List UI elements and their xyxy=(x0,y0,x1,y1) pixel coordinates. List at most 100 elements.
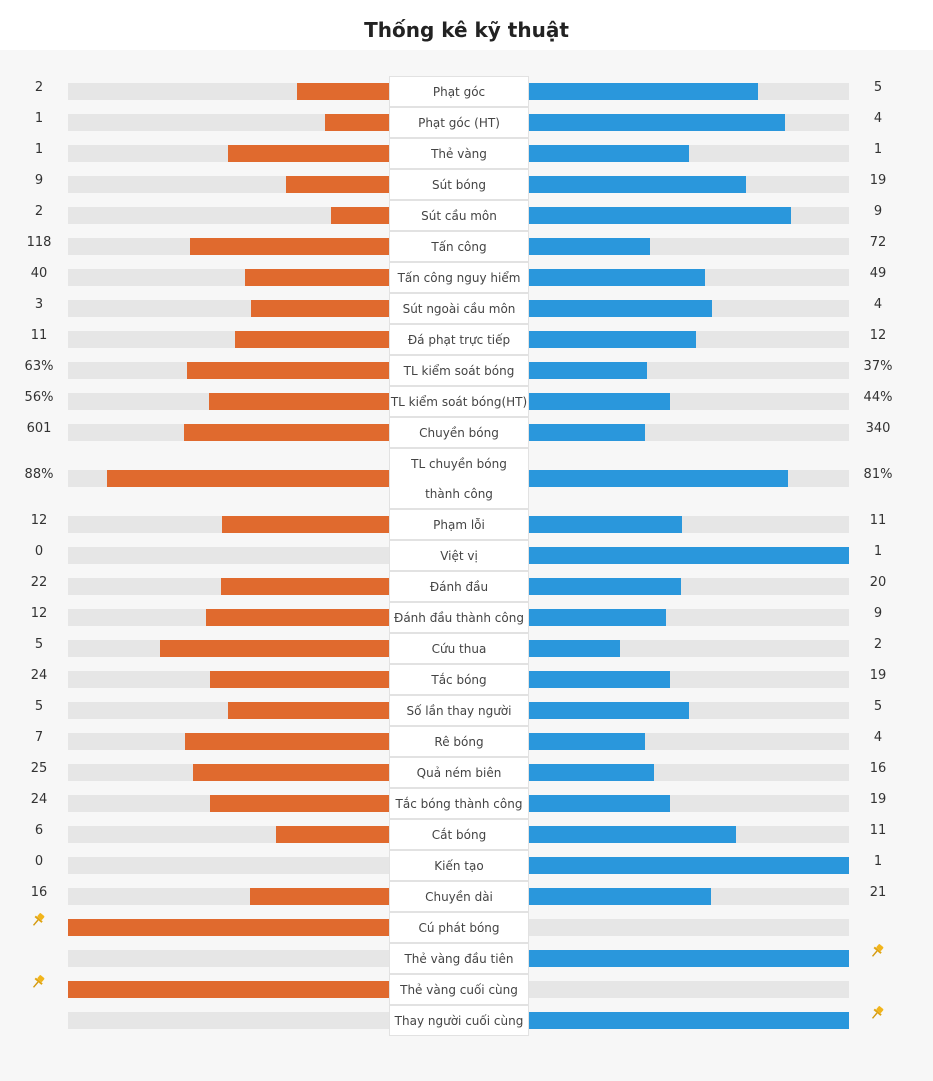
value-away: 9 xyxy=(873,204,883,219)
value-home: 40 xyxy=(30,266,48,281)
stat-label: Việt vị xyxy=(389,540,529,571)
value-home: 24 xyxy=(30,792,48,807)
value-away: 5 xyxy=(873,699,883,714)
pin-icon xyxy=(869,1005,887,1023)
stat-label: Cắt bóng xyxy=(389,819,529,850)
stat-label: Kiến tạo xyxy=(389,850,529,881)
bar-away xyxy=(529,362,647,379)
track-away xyxy=(529,919,849,936)
value-away: 4 xyxy=(873,111,883,126)
stat-label: Chuyền bóng xyxy=(389,417,529,448)
value-home: 3 xyxy=(34,297,44,312)
bar-away xyxy=(529,424,645,441)
value-home: 12 xyxy=(30,513,48,528)
bar-away xyxy=(529,888,711,905)
value-home: 5 xyxy=(34,637,44,652)
stat-label: Số lần thay người xyxy=(389,695,529,726)
value-home: 1 xyxy=(34,111,44,126)
value-home: 6 xyxy=(34,823,44,838)
bar-away xyxy=(529,331,696,348)
value-home: 9 xyxy=(34,173,44,188)
bar-home xyxy=(250,888,389,905)
bar-home xyxy=(184,424,389,441)
value-home: 5 xyxy=(34,699,44,714)
bar-away xyxy=(529,269,705,286)
bar-home xyxy=(210,671,389,688)
value-home: 63% xyxy=(24,359,54,374)
bar-away xyxy=(529,764,654,781)
value-home: 12 xyxy=(30,606,48,621)
pin-icon xyxy=(30,974,48,992)
stat-label: Đá phạt trực tiếp xyxy=(389,324,529,355)
page-title: Thống kê kỹ thuật xyxy=(364,18,569,42)
bar-home xyxy=(193,764,389,781)
bar-away xyxy=(529,671,670,688)
bar-away xyxy=(529,393,670,410)
stat-label: Cứu thua xyxy=(389,633,529,664)
value-home: 2 xyxy=(34,204,44,219)
bar-home xyxy=(210,795,389,812)
value-away: 12 xyxy=(869,328,887,343)
stat-label: Cú phát bóng xyxy=(389,912,529,943)
value-away: 49 xyxy=(869,266,887,281)
track-home xyxy=(68,207,389,224)
bar-away xyxy=(529,470,788,487)
value-away: 19 xyxy=(869,792,887,807)
value-away: 1 xyxy=(873,544,883,559)
stat-label: Chuyền dài xyxy=(389,881,529,912)
pin-icon xyxy=(869,943,887,961)
bar-home xyxy=(185,733,389,750)
stat-label: Thay người cuối cùng xyxy=(389,1005,529,1036)
value-away: 1 xyxy=(873,142,883,157)
bar-home xyxy=(245,269,389,286)
bar-away xyxy=(529,609,666,626)
bar-away xyxy=(529,207,791,224)
stat-label: TL kiểm soát bóng xyxy=(389,355,529,386)
value-home: 16 xyxy=(30,885,48,900)
bar-home xyxy=(68,919,389,936)
bar-away xyxy=(529,1012,849,1029)
stat-label: Tắc bóng xyxy=(389,664,529,695)
value-away: 19 xyxy=(869,668,887,683)
stat-label: Thẻ vàng cuối cùng xyxy=(389,974,529,1005)
value-away: 11 xyxy=(869,513,887,528)
value-home: 118 xyxy=(26,235,52,250)
track-home xyxy=(68,1012,389,1029)
value-away: 20 xyxy=(869,575,887,590)
bar-home xyxy=(228,145,389,162)
value-home: 0 xyxy=(34,544,44,559)
bar-home xyxy=(325,114,389,131)
value-home: 56% xyxy=(24,390,54,405)
pin-icon xyxy=(30,912,48,930)
stat-label: Tấn công nguy hiểm xyxy=(389,262,529,293)
bar-away xyxy=(529,795,670,812)
bar-away xyxy=(529,578,681,595)
value-home: 2 xyxy=(34,80,44,95)
stat-label: Tắc bóng thành công xyxy=(389,788,529,819)
value-away: 2 xyxy=(873,637,883,652)
stat-label: TL chuyền bóng thành công xyxy=(389,448,529,509)
value-away: 9 xyxy=(873,606,883,621)
track-home xyxy=(68,857,389,874)
bar-away xyxy=(529,83,758,100)
bar-home xyxy=(286,176,389,193)
bar-home xyxy=(190,238,389,255)
header xyxy=(0,0,933,50)
value-away: 19 xyxy=(869,173,887,188)
bar-home xyxy=(297,83,389,100)
track-home xyxy=(68,114,389,131)
bar-home xyxy=(251,300,389,317)
bar-home xyxy=(160,640,389,657)
value-away: 21 xyxy=(869,885,887,900)
value-away: 37% xyxy=(863,359,893,374)
value-home: 25 xyxy=(30,761,48,776)
stat-label: Đánh đầu xyxy=(389,571,529,602)
track-away xyxy=(529,981,849,998)
value-away: 5 xyxy=(873,80,883,95)
value-away: 4 xyxy=(873,297,883,312)
bar-away xyxy=(529,516,682,533)
bar-away xyxy=(529,547,849,564)
bar-home xyxy=(206,609,389,626)
track-home xyxy=(68,950,389,967)
bar-home xyxy=(107,470,389,487)
